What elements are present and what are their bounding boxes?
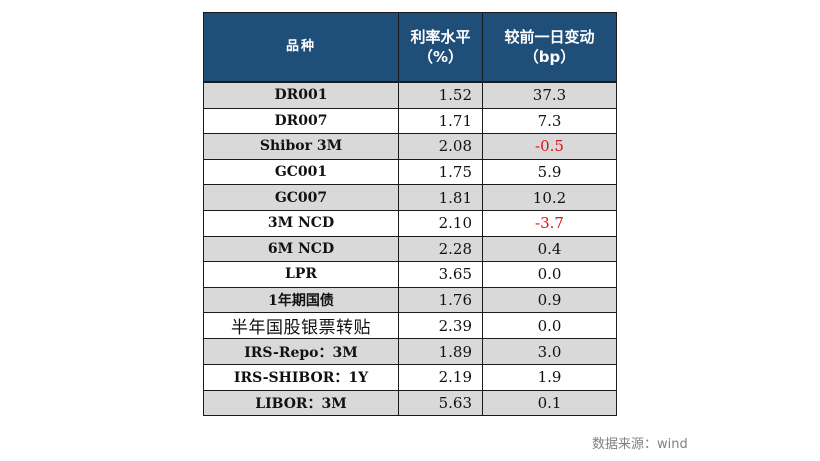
table-row: 半年国股银票转贴 2.39 0.0 <box>203 312 617 340</box>
row-rate: 2.19 <box>398 363 483 391</box>
row-change: 10.2 <box>482 184 617 211</box>
row-name: 半年国股银票转贴 <box>203 312 399 340</box>
table-row: 3M NCD 2.10 -3.7 <box>203 209 617 237</box>
row-name: Shibor 3M <box>203 133 399 160</box>
row-change: -0.5 <box>482 133 617 160</box>
table-row: GC007 1.81 10.2 <box>203 184 617 211</box>
header-change: 较前一日变动 （bp） <box>482 12 617 83</box>
row-change: -3.7 <box>482 209 617 237</box>
row-change: 0.1 <box>482 389 617 417</box>
header-change-unit: （bp） <box>523 48 576 66</box>
row-name: DR001 <box>203 80 399 109</box>
row-name: LPR <box>203 261 399 288</box>
table-row: GC001 1.75 5.9 <box>203 158 617 186</box>
row-name: IRS-Repo：3M <box>203 338 399 365</box>
row-rate: 2.10 <box>398 209 483 237</box>
table-body: DR001 1.52 37.3 DR007 1.71 7.3 Shibor 3M 2.08 -0… <box>203 80 617 417</box>
table-row: Shibor 3M 2.08 -0.5 <box>203 133 617 160</box>
row-rate: 1.52 <box>398 80 483 109</box>
header-name: 品种 <box>203 12 399 83</box>
row-name: GC001 <box>203 158 399 186</box>
rates-table: 品种 利率水平 （%） 较前一日变动 （bp） DR001 1.52 37.3 DR0… <box>203 12 617 417</box>
table-row: DR007 1.71 7.3 <box>203 107 617 135</box>
row-change: 5.9 <box>482 158 617 186</box>
row-change: 37.3 <box>482 80 617 109</box>
row-name: 1年期国债 <box>203 286 399 314</box>
row-name: GC007 <box>203 184 399 211</box>
row-rate: 3.65 <box>398 261 483 288</box>
table-row: IRS-SHIBOR：1Y 2.19 1.9 <box>203 363 617 391</box>
row-rate: 1.76 <box>398 286 483 314</box>
table-row: 6M NCD 2.28 0.4 <box>203 235 617 263</box>
table-row: LIBOR：3M 5.63 0.1 <box>203 389 617 417</box>
header-row: 品种 利率水平 （%） 较前一日变动 （bp） <box>203 12 617 83</box>
row-change: 7.3 <box>482 107 617 135</box>
table-row: LPR 3.65 0.0 <box>203 261 617 288</box>
row-change: 0.0 <box>482 261 617 288</box>
row-change: 0.9 <box>482 286 617 314</box>
row-rate: 1.89 <box>398 338 483 365</box>
table-row: IRS-Repo：3M 1.89 3.0 <box>203 338 617 365</box>
row-name: DR007 <box>203 107 399 135</box>
row-rate: 5.63 <box>398 389 483 417</box>
row-rate: 2.39 <box>398 312 483 340</box>
row-rate: 2.08 <box>398 133 483 160</box>
header-rate-title: 利率水平 <box>410 28 471 46</box>
source-note: 数据来源：wind <box>592 437 688 452</box>
header-rate: 利率水平 （%） <box>398 12 483 83</box>
row-rate: 2.28 <box>398 235 483 263</box>
header-change-title: 较前一日变动 <box>504 28 595 46</box>
table-row: 1年期国债 1.76 0.9 <box>203 286 617 314</box>
header-rate-unit: （%） <box>417 48 464 66</box>
row-change: 1.9 <box>482 363 617 391</box>
row-change: 0.4 <box>482 235 617 263</box>
row-name: 3M NCD <box>203 209 399 237</box>
row-change: 3.0 <box>482 338 617 365</box>
row-rate: 1.75 <box>398 158 483 186</box>
row-rate: 1.71 <box>398 107 483 135</box>
row-name: LIBOR：3M <box>203 389 399 417</box>
table-row: DR001 1.52 37.3 <box>203 80 617 109</box>
row-name: 6M NCD <box>203 235 399 263</box>
row-change: 0.0 <box>482 312 617 340</box>
row-name: IRS-SHIBOR：1Y <box>203 363 399 391</box>
row-rate: 1.81 <box>398 184 483 211</box>
